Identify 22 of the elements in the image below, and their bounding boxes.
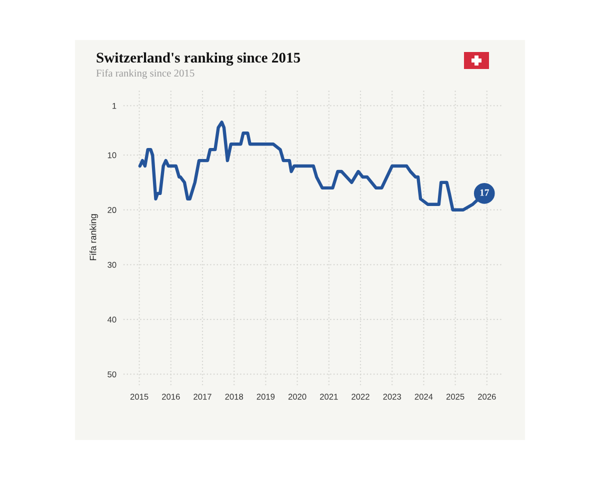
y-tick-label: 20 xyxy=(108,207,116,213)
x-tick-label: 2015 xyxy=(130,394,148,400)
x-tick-label: 2019 xyxy=(256,394,275,400)
x-tick-label: 2024 xyxy=(414,394,433,400)
x-tick-label: 2021 xyxy=(320,394,338,400)
y-tick-label: 30 xyxy=(108,262,116,268)
x-tick-label: 2025 xyxy=(446,394,464,400)
y-tick-label: 50 xyxy=(108,371,116,378)
y-tick-label: 1 xyxy=(112,103,116,109)
annotation: 17 xyxy=(480,189,489,196)
y-tick-label: 40 xyxy=(107,316,116,323)
x-tick-label: 2022 xyxy=(352,394,370,400)
x-tick-label: 2023 xyxy=(383,394,402,400)
y-axis-title: Fifa ranking xyxy=(90,214,98,260)
y-tick-label: 10 xyxy=(108,152,116,158)
x-tick-label: 2026 xyxy=(478,394,496,400)
chart-title: Switzerland's ranking since 2015 xyxy=(96,52,300,66)
chart-subtitle: Fifa ranking since 2015 xyxy=(96,69,194,79)
x-tick-label: 2016 xyxy=(162,394,180,400)
x-tick-label: 2017 xyxy=(194,394,212,400)
x-tick-label: 2018 xyxy=(225,394,244,400)
x-tick-label: 2020 xyxy=(288,394,306,400)
